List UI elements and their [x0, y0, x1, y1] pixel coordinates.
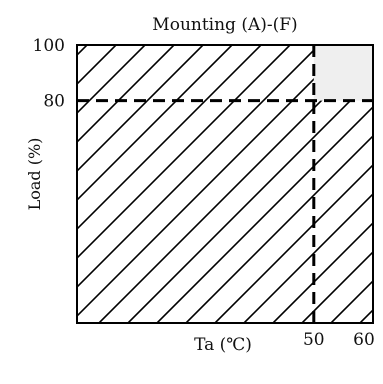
hatch-line: [243, 45, 373, 323]
hatch-line: [185, 45, 373, 323]
hatch-line: [156, 45, 373, 323]
hatch-line: [272, 45, 373, 323]
hatch-line: [77, 45, 262, 323]
hatch-line: [77, 45, 117, 323]
x-tick-label: 50: [303, 330, 325, 350]
excluded-region: [313, 45, 373, 101]
hatch-line: [77, 45, 291, 323]
hatch-line: [77, 45, 349, 323]
hatch-line: [77, 45, 204, 323]
hatch-line: [214, 45, 373, 323]
hatch-line: [77, 45, 175, 323]
plot-frame: [76, 44, 374, 324]
hatch-line: [77, 45, 146, 323]
hatched-region: [77, 45, 373, 323]
hatch-line: [77, 45, 233, 323]
x-axis-label: Ta (℃): [194, 335, 252, 355]
hatch-line: [301, 45, 373, 323]
hatch-line: [77, 45, 320, 323]
tick-labels: 100 80 50 60: [33, 36, 375, 350]
x-tick-label: 60: [353, 330, 375, 350]
y-tick-label: 80: [43, 92, 65, 112]
y-tick-label: 100: [33, 36, 65, 56]
chart-title: Mounting (A)-(F): [152, 15, 297, 35]
y-axis-label: Load (%): [25, 138, 44, 211]
